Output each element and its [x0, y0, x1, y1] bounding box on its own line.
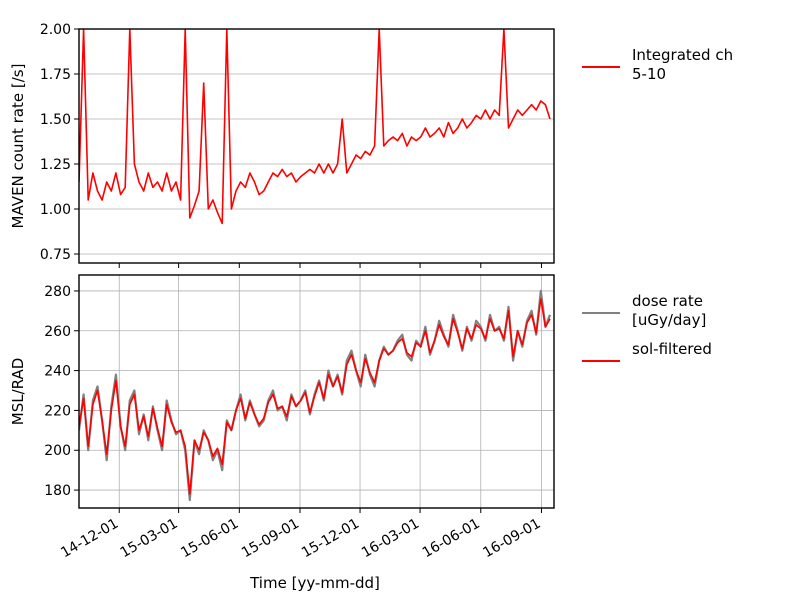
top-ytick-label: 1.25	[40, 157, 71, 173]
top-legend-label-0: 5-10	[632, 65, 666, 83]
xtick-label: 16-03-01	[359, 516, 422, 562]
top-axes-frame	[78, 28, 555, 264]
x-axis-label: Time [yy-mm-dd]	[249, 574, 380, 592]
top-y-axis-label: MAVEN count rate [/s]	[9, 64, 27, 229]
top-ytick-label: 2.00	[40, 22, 71, 38]
top-legend-label-0: Integrated ch	[632, 46, 733, 64]
bottom-ytick-label: 200	[44, 443, 71, 459]
bottom-ytick-label: 280	[44, 284, 71, 300]
bottom-ytick-label: 240	[44, 364, 71, 380]
bottom-y-axis-label: MSL/RAD	[9, 358, 27, 426]
xtick-label: 15-03-01	[118, 516, 181, 562]
top-panel: 2.00 1.75 1.50 1.25 1.00 0.75 MAVEN count rate…	[9, 22, 733, 268]
bottom-ytick-label: 180	[44, 483, 71, 499]
top-ytick-label: 1.50	[40, 112, 71, 128]
bottom-series-line-1	[79, 298, 551, 495]
bottom-axes-frame	[78, 274, 555, 509]
top-ytick-label: 0.75	[40, 247, 71, 263]
bottom-ytick-label: 260	[44, 324, 71, 340]
top-ytick-label: 1.75	[40, 67, 71, 83]
bottom-panel: 280 260 240 220 200 180 14-12-0115-03-0115-06-…	[9, 274, 712, 562]
bottom-legend-label-1: sol-filtered	[632, 340, 712, 358]
xtick-label: 15-06-01	[178, 516, 241, 562]
bottom-legend-label-0: dose rate	[632, 292, 703, 310]
bottom-ytick-label: 220	[44, 403, 71, 419]
xtick-label: 15-12-01	[299, 516, 362, 562]
xtick-label: 16-09-01	[480, 516, 543, 562]
xtick-label: 16-06-01	[420, 516, 483, 562]
bottom-legend-label-0: [uGy/day]	[632, 311, 706, 329]
top-series-line-0	[79, 29, 551, 225]
xtick-label: 14-12-01	[58, 516, 121, 562]
xtick-label: 15-09-01	[239, 516, 302, 562]
top-ytick-label: 1.00	[40, 202, 71, 218]
